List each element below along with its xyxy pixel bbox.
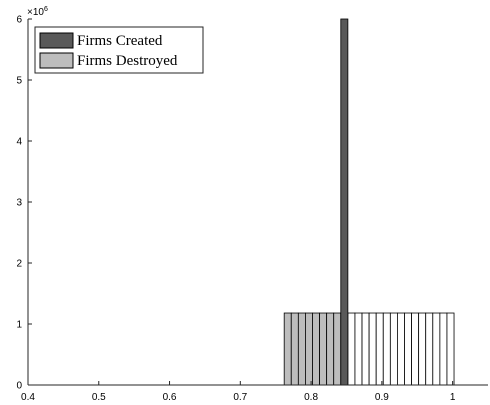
y-tick-label-5: 5 xyxy=(16,76,22,87)
bar-series-1-bin-4 xyxy=(312,312,320,386)
bar-series-1-bin-5 xyxy=(319,312,328,386)
x-tick-label-4: 0.8 xyxy=(304,392,318,403)
bar-series-1-bin-1 xyxy=(290,312,299,386)
bar-series-1-bin-0 xyxy=(283,312,292,386)
bar-series-2-bin-5 xyxy=(375,312,384,386)
legend-swatch-created xyxy=(39,32,74,49)
bar-series-2-bin-3 xyxy=(361,312,370,386)
y-tick-label-2: 2 xyxy=(16,259,22,270)
bar-series-2-bin-9 xyxy=(404,312,412,386)
legend-label-created: Firms Created xyxy=(77,33,163,49)
bar-series-2-bin-15 xyxy=(446,312,455,386)
ticks-group: 0.4 0.5 0.6 0.7 0.8 0.9 1 0 1 2 3 4 5 6 xyxy=(16,15,455,404)
legend: Firms Created Firms Destroyed xyxy=(34,26,204,74)
y-multiplier-exponent: 6 xyxy=(44,6,48,13)
bar-series-2-bin-11 xyxy=(418,312,427,386)
bar-series-2-bin-7 xyxy=(389,312,398,386)
x-tick-label-6: 1 xyxy=(450,392,456,403)
bar-series-1-bin-2 xyxy=(297,312,306,386)
y-multiplier-label: ×106 xyxy=(27,6,48,18)
bar-series-1-bin-7 xyxy=(333,312,342,386)
x-tick-label-3: 0.7 xyxy=(233,392,247,403)
bar-series-2-bin-13 xyxy=(432,312,441,386)
bar-series-2-bin-10 xyxy=(411,312,420,386)
y-tick-label-3: 3 xyxy=(16,198,22,209)
bar-series-2-bin-8 xyxy=(397,312,405,386)
bar-series-1-bin-6 xyxy=(326,312,335,386)
x-tick-label-1: 0.5 xyxy=(92,392,106,403)
legend-swatch-destroyed xyxy=(39,52,74,69)
x-tick-label-0: 0.4 xyxy=(21,392,35,403)
legend-label-destroyed: Firms Destroyed xyxy=(77,53,178,69)
x-tick-label-5: 0.9 xyxy=(375,392,389,403)
bar-series-1-bin-3 xyxy=(305,312,313,386)
x-tick-label-2: 0.6 xyxy=(163,392,177,403)
bar-series-2-bin-1 xyxy=(347,312,356,386)
y-tick-label-6: 6 xyxy=(16,15,22,26)
bar-series-2-bin-14 xyxy=(439,312,448,386)
y-tick-label-1: 1 xyxy=(16,320,22,331)
bar-series-2-bin-4 xyxy=(368,312,377,386)
bar-series-2-bin-2 xyxy=(354,312,363,386)
bar-series-0-bin-0 xyxy=(340,18,349,386)
y-tick-label-0: 0 xyxy=(16,381,22,392)
bar-series-2-bin-6 xyxy=(382,312,391,386)
y-tick-label-4: 4 xyxy=(16,137,22,148)
bar-series-2-bin-12 xyxy=(425,312,434,386)
